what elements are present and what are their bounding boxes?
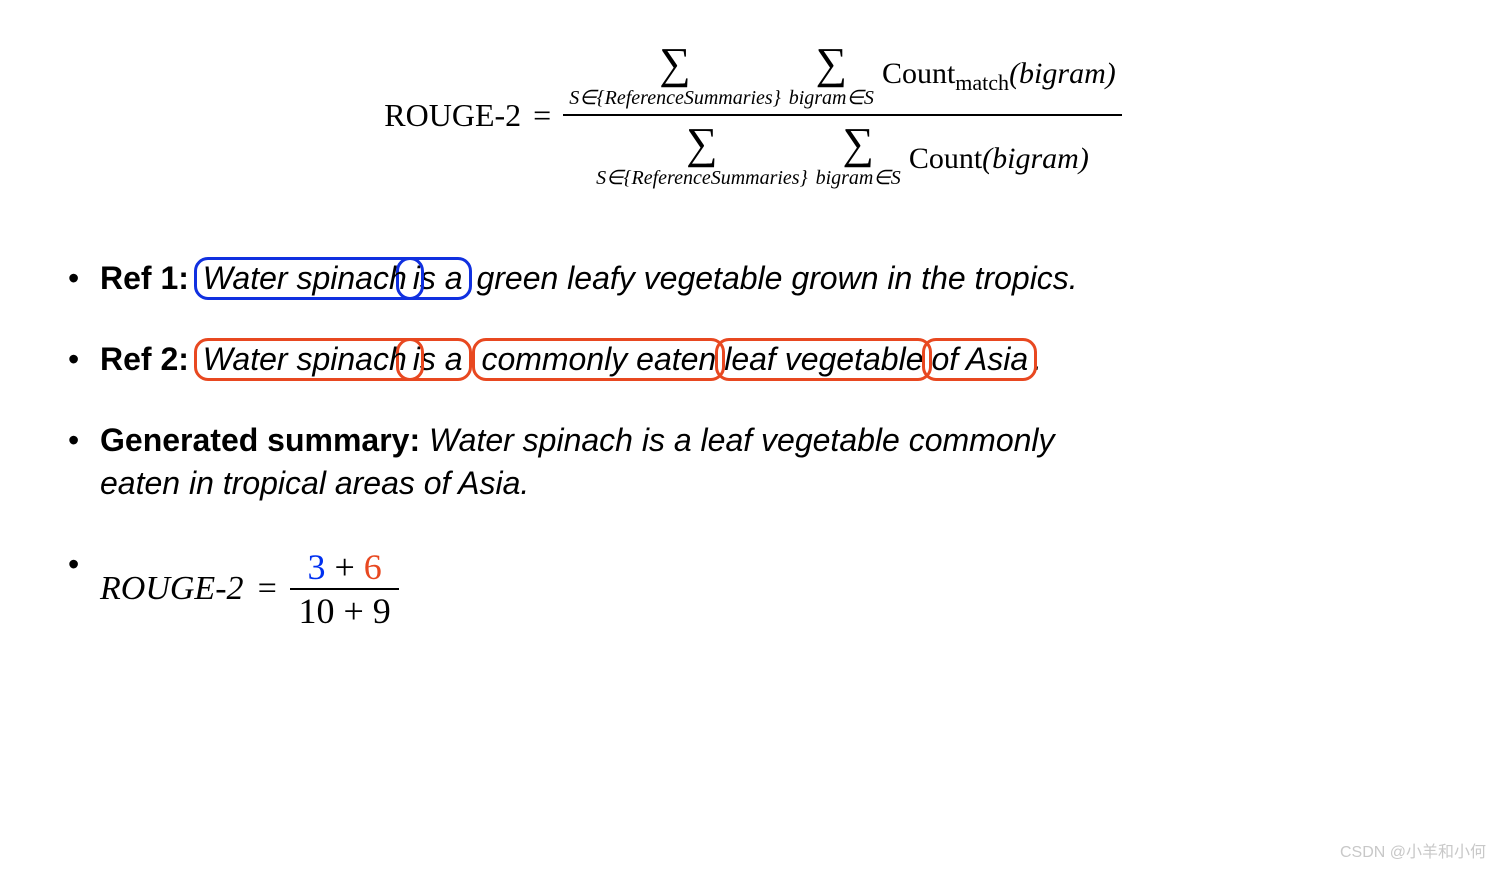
calc-numer-a: 3 <box>307 547 325 587</box>
ref2-label: Ref 2: <box>100 341 189 377</box>
calc-fraction: 3 + 6 10 + 9 <box>290 546 398 632</box>
ref1-item: Ref 1: Water spinachis a green leafy veg… <box>60 260 1446 297</box>
gen-label: Generated summary: <box>100 422 420 458</box>
calc-item: ROUGE-2 = 3 + 6 10 + 9 <box>60 546 1446 632</box>
ref2-bigram-4: leaf vegetable <box>715 338 932 381</box>
formula-lhs: ROUGE-2 <box>384 97 521 134</box>
gen-text-1: Water spinach is a leaf vegetable common… <box>429 422 1055 458</box>
sigma-inner-numer: ∑ bigram∈S <box>789 42 874 108</box>
calc-plus-bot: + <box>343 591 363 631</box>
ref1-tail: green leafy vegetable grown in the tropi… <box>476 260 1077 296</box>
calc-denom-b: 9 <box>373 591 391 631</box>
gen-text-2: eaten in tropical areas of Asia. <box>100 465 1446 502</box>
ref1-label: Ref 1: <box>100 260 189 296</box>
sigma-inner-denom: ∑ bigram∈S <box>816 122 901 188</box>
calc-plus-top: + <box>334 547 354 587</box>
formula-fraction: ∑ S∈{ReferenceSummaries} ∑ bigram∈S Coun… <box>563 40 1122 190</box>
rouge-formula: ROUGE-2 = ∑ S∈{ReferenceSummaries} ∑ big… <box>60 40 1446 190</box>
ref2-item: Ref 2: Water spinachis a commonly eatenl… <box>60 341 1446 378</box>
ref2-bigram-1: Water spinach <box>194 338 424 381</box>
ref2-bigram-3: commonly eaten <box>472 338 725 381</box>
calc-denom-a: 10 <box>298 591 334 631</box>
count-match-term: Countmatch(bigram) <box>882 57 1116 108</box>
generated-summary-item: Generated summary: Water spinach is a le… <box>60 422 1446 502</box>
count-term: Count(bigram) <box>909 142 1089 188</box>
formula-eq: = <box>533 97 551 134</box>
calc-numer-b: 6 <box>364 547 382 587</box>
calc-eq: = <box>256 570 279 608</box>
ref1-bigram-1: Water spinach <box>194 257 424 300</box>
watermark: CSDN @小羊和小何 <box>1340 838 1486 862</box>
ref2-bigram-5: of Asia <box>922 338 1037 381</box>
calc-label: ROUGE-2 <box>100 570 244 608</box>
sigma-outer-denom: ∑ S∈{ReferenceSummaries} <box>596 122 808 188</box>
sigma-outer-numer: ∑ S∈{ReferenceSummaries} <box>569 42 781 108</box>
